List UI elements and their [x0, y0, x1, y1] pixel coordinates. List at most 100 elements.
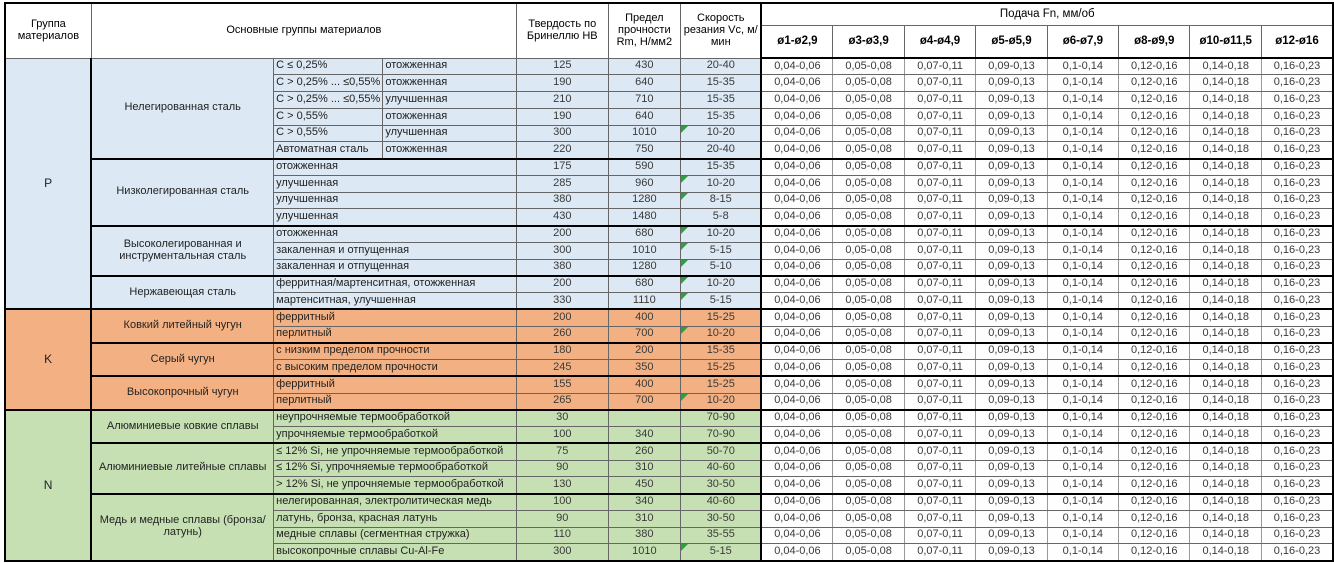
feed-value-cell: 0,16-0,23	[1260, 341, 1334, 360]
feed-value-cell: 0,07-0,11	[903, 341, 977, 360]
rm-value-cell: 310	[607, 459, 682, 478]
subgroup-name-cell: Алюминиевые литейные сплавы	[90, 442, 275, 495]
rm-value-cell: 700	[607, 325, 682, 344]
feed-value-cell: 0,05-0,08	[832, 426, 905, 444]
feed-value-cell: 0,04-0,06	[760, 91, 834, 109]
feed-value-cell: 0,07-0,11	[903, 392, 977, 411]
rm-value-cell: 1010	[607, 124, 682, 143]
feed-value-cell: 0,05-0,08	[832, 258, 905, 277]
feed-value-cell: 0,05-0,08	[832, 492, 905, 511]
feed-value-cell: 0,07-0,11	[903, 258, 977, 277]
header-diameter-5: ø6-ø7,9	[1046, 24, 1120, 59]
vc-value-cell: 15-35	[680, 341, 762, 360]
feed-value-cell: 0,07-0,11	[903, 292, 977, 310]
feed-value-cell: 0,05-0,08	[832, 208, 905, 226]
table-row: > 12% Si, не упрочняемые термообработкой…	[5, 476, 1334, 494]
vc-value-cell: 10-20	[680, 325, 762, 344]
feed-value-cell: 0,12-0,16	[1118, 375, 1191, 394]
feed-value-cell: 0,1-0,14	[1046, 224, 1120, 243]
feed-value-cell: 0,1-0,14	[1046, 526, 1120, 545]
feed-value-cell: 0,16-0,23	[1260, 408, 1334, 427]
table-row: Алюминиевые литейные сплавы ≤ 12% Si, не …	[5, 442, 1334, 495]
feed-value-cell: 0,14-0,18	[1189, 543, 1262, 561]
material-spec-cell: C > 0,25% ... ≤0,55%	[273, 74, 384, 92]
material-desc-cell: латунь, бронза, красная латунь	[273, 509, 517, 528]
feed-value-cell: 0,09-0,13	[975, 157, 1048, 176]
feed-value-cell: 0,16-0,23	[1260, 224, 1334, 243]
feed-value-cell: 0,07-0,11	[903, 107, 977, 126]
group-code-cell: P	[4, 57, 93, 310]
feed-value-cell: 0,12-0,16	[1118, 274, 1191, 293]
feed-value-cell: 0,16-0,23	[1260, 241, 1334, 260]
material-spec-cell: C > 0,55%	[273, 107, 384, 126]
feed-value-cell: 0,05-0,08	[832, 392, 905, 411]
material-desc-cell: ≤ 12% Si, упрочняемые термообработкой	[273, 459, 517, 478]
rm-value-cell: 200	[607, 341, 682, 360]
feed-value-cell: 0,14-0,18	[1189, 459, 1262, 478]
feed-value-cell: 0,05-0,08	[832, 141, 905, 159]
feed-value-cell: 0,04-0,06	[760, 442, 834, 461]
subgroup-name-cell: Высокопрочный чугун	[90, 375, 275, 411]
rm-value-cell: 590	[607, 157, 682, 176]
feed-value-cell: 0,16-0,23	[1260, 476, 1334, 494]
feed-value-cell: 0,05-0,08	[832, 459, 905, 478]
feed-value-cell: 0,04-0,06	[760, 241, 834, 260]
subgroup-name-cell: Медь и медные сплавы (бронза/латунь)	[90, 492, 275, 561]
vc-value-cell: 40-60	[680, 459, 762, 478]
feed-value-cell: 0,07-0,11	[903, 308, 977, 327]
vc-value-cell: 15-35	[680, 157, 762, 176]
feed-value-cell: 0,05-0,08	[832, 341, 905, 360]
feed-value-cell: 0,07-0,11	[903, 57, 977, 76]
feed-value-cell: 0,04-0,06	[760, 308, 834, 327]
feed-value-cell: 0,16-0,23	[1260, 492, 1334, 511]
feed-value-cell: 0,14-0,18	[1189, 208, 1262, 226]
table-row: P Нелегированная сталь C ≤ 0,25% отожженная…	[4, 57, 1334, 310]
hb-value-cell: 330	[515, 292, 609, 310]
feed-value-cell: 0,14-0,18	[1189, 258, 1262, 277]
vc-value-cell: 5-8	[680, 208, 762, 226]
feed-value-cell: 0,1-0,14	[1046, 274, 1120, 293]
table-row: C > 0,25% ... ≤0,55% улучшенная 210 710 15-3…	[5, 91, 1334, 109]
feed-value-cell: 0,1-0,14	[1046, 141, 1120, 159]
feed-value-cell: 0,09-0,13	[975, 341, 1048, 360]
feed-value-cell: 0,14-0,18	[1189, 141, 1262, 159]
material-state-cell: отожженная	[382, 57, 517, 76]
hb-value-cell: 285	[515, 174, 609, 193]
feed-value-cell: 0,07-0,11	[903, 124, 977, 143]
feed-value-cell: 0,1-0,14	[1046, 292, 1120, 310]
material-desc-cell: закаленная и отпущенная	[273, 258, 517, 277]
feed-value-cell: 0,16-0,23	[1260, 375, 1334, 394]
material-desc-cell: закаленная и отпущенная	[273, 241, 517, 260]
feed-value-cell: 0,04-0,06	[760, 341, 834, 360]
hb-value-cell: 180	[515, 341, 609, 360]
feed-value-cell: 0,14-0,18	[1189, 124, 1262, 143]
subgroup-name-cell: Низколегированная сталь	[90, 157, 275, 226]
rm-value-cell: 350	[607, 359, 682, 377]
feed-value-cell: 0,09-0,13	[975, 91, 1048, 109]
feed-value-cell: 0,07-0,11	[903, 208, 977, 226]
hb-value-cell: 100	[515, 492, 609, 511]
feed-value-cell: 0,09-0,13	[975, 426, 1048, 444]
feed-value-cell: 0,09-0,13	[975, 174, 1048, 193]
vc-value-cell: 10-20	[680, 274, 762, 293]
table-row: улучшенная 285 960 10-20 0,04-0,06 0,05-0,08 0…	[5, 174, 1334, 193]
feed-value-cell: 0,09-0,13	[975, 241, 1048, 260]
feed-value-cell: 0,09-0,13	[975, 258, 1048, 277]
feed-value-cell: 0,14-0,18	[1189, 526, 1262, 545]
feed-value-cell: 0,16-0,23	[1260, 543, 1334, 561]
feed-value-cell: 0,1-0,14	[1046, 476, 1120, 494]
feed-value-cell: 0,09-0,13	[975, 57, 1048, 76]
feed-value-cell: 0,07-0,11	[903, 492, 977, 511]
feed-value-cell: 0,09-0,13	[975, 375, 1048, 394]
feed-value-cell: 0,1-0,14	[1046, 392, 1120, 411]
feed-value-cell: 0,12-0,16	[1118, 241, 1191, 260]
feed-value-cell: 0,04-0,06	[760, 392, 834, 411]
feed-value-cell: 0,04-0,06	[760, 191, 834, 210]
feed-value-cell: 0,09-0,13	[975, 359, 1048, 377]
feed-value-cell: 0,05-0,08	[832, 174, 905, 193]
vc-value-cell: 15-35	[680, 107, 762, 126]
material-desc-cell: медные сплавы (сегментная стружка)	[273, 526, 517, 545]
feed-value-cell: 0,07-0,11	[903, 74, 977, 92]
rm-value-cell: 960	[607, 174, 682, 193]
feed-value-cell: 0,12-0,16	[1118, 292, 1191, 310]
